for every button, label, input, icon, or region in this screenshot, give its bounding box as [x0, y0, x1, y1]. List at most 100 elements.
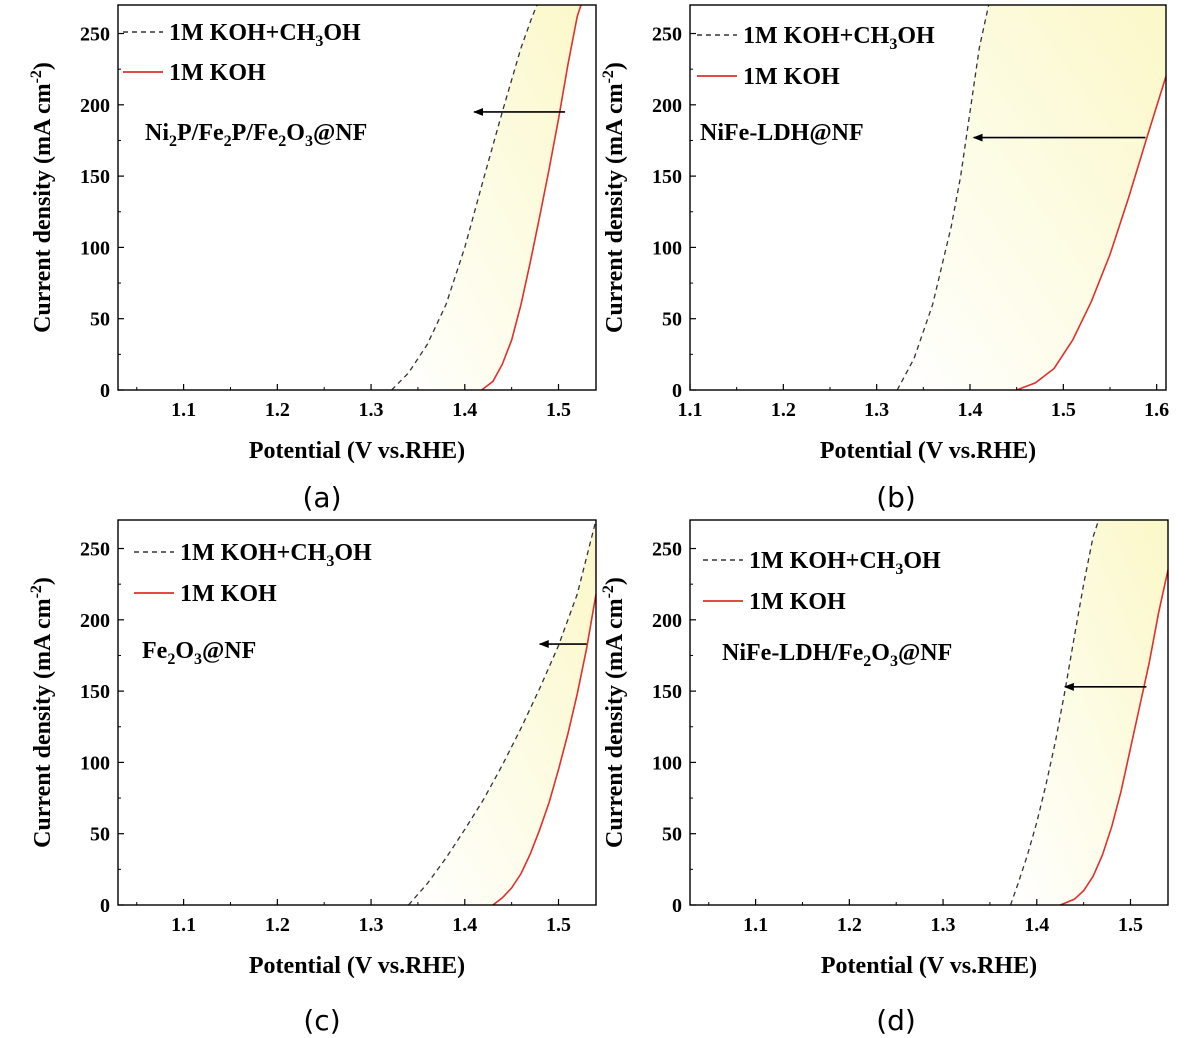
- x-tick-label: 1.1: [678, 399, 703, 421]
- sample-label-part: O: [175, 638, 194, 664]
- sample-label-part: 3: [890, 653, 898, 670]
- y-axis-label-part: Current density (mA cm: [602, 83, 628, 333]
- legend-label-part: 1M KOH: [169, 60, 266, 86]
- series-line-koh: [1059, 569, 1168, 905]
- sample-label: NiFe-LDH/Fe2O3@NF: [722, 640, 952, 670]
- sample-label-part: @NF: [313, 120, 367, 146]
- sample-label-part: 2: [167, 651, 175, 668]
- y-tick-label: 250: [80, 24, 110, 46]
- x-tick-label: 1.4: [452, 914, 477, 936]
- y-axis-label-part: Current density (mA cm: [30, 83, 56, 333]
- shaded-region: [391, 5, 596, 390]
- y-tick-label: 100: [652, 752, 682, 774]
- sample-label-part: O: [286, 120, 305, 146]
- y-axis-label-part: ): [30, 62, 56, 70]
- sample-label: Fe2O3@NF: [142, 638, 256, 668]
- y-axis-label-sup: -2: [28, 70, 45, 83]
- series-line-methanol: [896, 5, 990, 390]
- panel-caption: (a): [302, 481, 341, 514]
- x-tick-label: 1.1: [171, 399, 196, 421]
- x-axis-label: Potential (V vs.RHE): [249, 438, 465, 464]
- sample-label-part: Fe: [142, 638, 168, 664]
- sample-label-part: 2: [863, 653, 871, 670]
- sample-label-part: NiFe-LDH/Fe: [722, 640, 864, 666]
- y-tick-label: 200: [80, 95, 110, 117]
- legend: 1M KOH+CH3OH 1M KOH: [697, 23, 935, 90]
- sample-label-part: 2: [169, 133, 177, 150]
- y-axis-label-part: ): [602, 577, 628, 585]
- y-tick-label: 100: [80, 752, 110, 774]
- y-axis-label-part: Current density (mA cm: [30, 598, 56, 848]
- x-tick-label: 1.6: [1144, 399, 1169, 421]
- x-tick-label: 1.5: [546, 914, 571, 936]
- y-tick-label: 50: [662, 309, 682, 331]
- y-tick-label: 200: [652, 95, 682, 117]
- x-tick-label: 1.3: [359, 399, 384, 421]
- sample-label-part: @NF: [202, 638, 256, 664]
- x-axis-label: Potential (V vs.RHE): [249, 953, 465, 979]
- x-tick-label: 1.2: [265, 399, 290, 421]
- y-axis-label-sup: -2: [600, 585, 617, 598]
- x-tick-label: 1.3: [359, 914, 384, 936]
- sample-label: NiFe-LDH@NF: [700, 120, 864, 146]
- x-tick-label: 1.2: [771, 399, 796, 421]
- legend-label: 1M KOH+CH3OH: [180, 540, 372, 570]
- y-tick-label: 50: [90, 824, 110, 846]
- y-tick-label: 200: [652, 610, 682, 632]
- y-tick-label: 50: [90, 309, 110, 331]
- plot-frame: [117, 4, 597, 391]
- legend: 1M KOH+CH3OH 1M KOH: [123, 20, 361, 86]
- x-tick-label: 1.1: [171, 914, 196, 936]
- legend-label-part: OH: [323, 20, 361, 46]
- legend-label: 1M KOH: [743, 64, 840, 90]
- y-axis-label: Current density (mA cm-2): [28, 577, 56, 848]
- y-axis-label-part: ): [602, 62, 628, 70]
- sample-label-part: @NF: [898, 640, 952, 666]
- sample-label-part: Ni: [145, 120, 169, 146]
- y-axis-label-sup: -2: [600, 70, 617, 83]
- legend-label-part: 1M KOH: [743, 64, 840, 90]
- y-tick-label: 250: [652, 539, 682, 561]
- y-tick-label: 250: [652, 24, 682, 46]
- y-tick-label: 150: [80, 681, 110, 703]
- x-tick-label: 1.2: [265, 914, 290, 936]
- sample-label-part: P/Fe: [177, 120, 224, 146]
- sample-label-part: O: [871, 640, 890, 666]
- sample-label-part: 3: [305, 133, 313, 150]
- sample-label: Ni2P/Fe2P/Fe2O3@NF: [145, 120, 367, 150]
- legend-label-part: 3: [889, 36, 897, 53]
- legend-label: 1M KOH+CH3OH: [169, 20, 361, 50]
- panel-caption: (d): [876, 1004, 916, 1037]
- y-tick-label: 150: [80, 166, 110, 188]
- plot-frame: [689, 4, 1167, 391]
- panel-a: 1.1 1.2 1.3 1.4 1.5 0 50 100 150 200 250 Potential …: [28, 4, 597, 514]
- x-tick-label: 1.5: [1051, 399, 1076, 421]
- x-tick-label: 1.5: [546, 399, 571, 421]
- legend-label: 1M KOH: [749, 589, 846, 615]
- legend-label-part: 3: [315, 33, 323, 50]
- y-tick-label: 0: [672, 895, 682, 917]
- x-tick-label: 1.3: [864, 399, 889, 421]
- y-tick-label: 50: [662, 824, 682, 846]
- sample-label-part: P/Fe: [232, 120, 279, 146]
- y-axis-label-part: Current density (mA cm: [602, 598, 628, 848]
- y-tick-label: 0: [100, 380, 110, 402]
- legend-label-part: OH: [903, 548, 941, 574]
- y-tick-label: 150: [652, 681, 682, 703]
- y-tick-label: 100: [652, 237, 682, 259]
- x-tick-label: 1.5: [1118, 914, 1143, 936]
- panel-d: 1.1 1.2 1.3 1.4 1.5 0 50 100 150 200 250 Potential …: [600, 519, 1169, 1037]
- y-tick-label: 100: [80, 237, 110, 259]
- legend: 1M KOH+CH3OH 1M KOH: [134, 540, 372, 607]
- legend-label: 1M KOH+CH3OH: [743, 23, 935, 53]
- sample-label-part: 3: [194, 651, 202, 668]
- x-tick-label: 1.3: [931, 914, 956, 936]
- y-tick-label: 0: [672, 380, 682, 402]
- panel-c: 1.1 1.2 1.3 1.4 1.5 0 50 100 150 200 250 Potential …: [28, 519, 597, 1037]
- x-tick-label: 1.4: [1024, 914, 1049, 936]
- x-axis-label: Potential (V vs.RHE): [820, 438, 1036, 464]
- y-axis-label: Current density (mA cm-2): [600, 62, 628, 333]
- legend-label-part: 1M KOH+CH: [169, 20, 316, 46]
- y-tick-label: 150: [652, 166, 682, 188]
- plot-frame: [117, 519, 597, 906]
